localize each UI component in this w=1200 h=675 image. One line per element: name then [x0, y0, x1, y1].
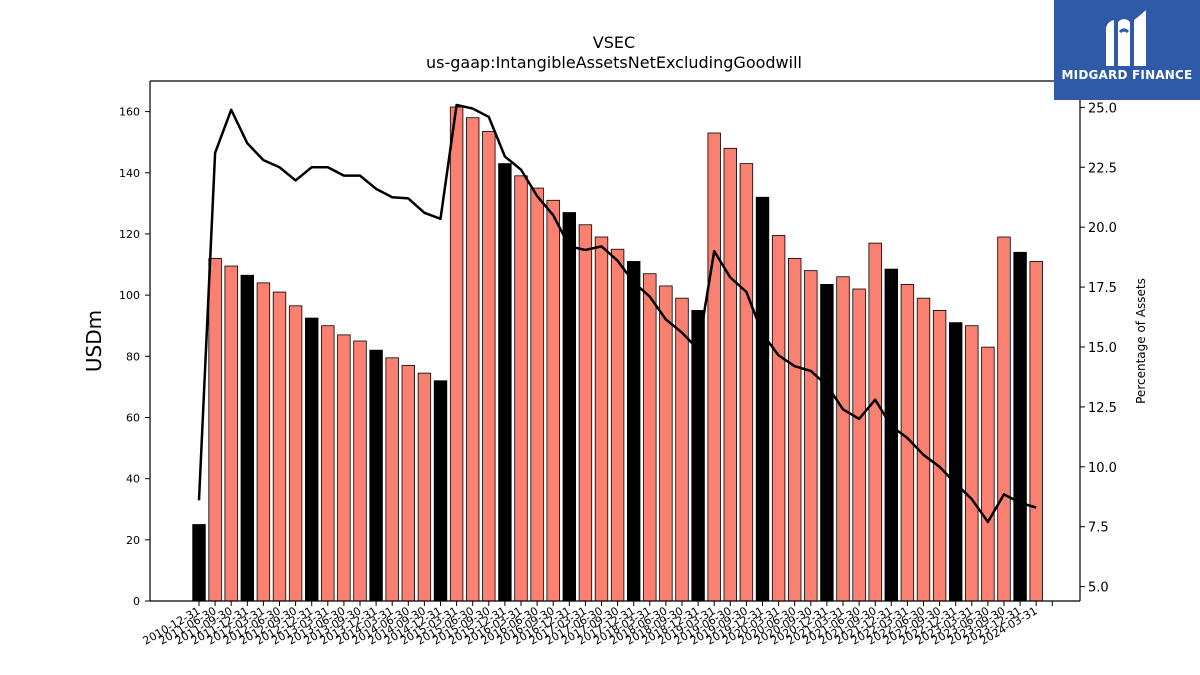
bar-2020-12-31 [836, 276, 850, 602]
y-tick-label: 100 [119, 289, 140, 302]
bar-2021-09-30 [884, 268, 899, 602]
y2-tick-label: 10.0 [1088, 461, 1117, 476]
bar-2011-09-30 [240, 274, 255, 602]
bar-2014-06-30 [417, 372, 432, 602]
y-tick-label: 0 [133, 595, 140, 608]
y2-tick-label: 20.0 [1088, 221, 1117, 236]
y2-tick-label: 5.0 [1088, 581, 1109, 596]
y-tick-label: 160 [119, 106, 140, 119]
bar-2013-09-30 [369, 349, 383, 602]
bar-2018-03-31 [659, 285, 673, 602]
bar-2022-06-30 [932, 310, 947, 602]
bar-2018-12-31 [707, 132, 721, 602]
bar-2014-03-31 [401, 365, 416, 602]
bar-2023-06-30 [997, 236, 1011, 602]
bar-2013-03-31 [337, 334, 351, 602]
bar-2021-03-31 [852, 288, 866, 602]
bar-2017-12-31 [643, 273, 657, 602]
bar-2015-09-30 [498, 163, 512, 602]
bar-2016-03-31 [530, 187, 544, 602]
axes [145, 80, 1085, 606]
bar-2014-09-30 [433, 380, 448, 602]
bar-2011-06-30 [224, 265, 238, 602]
bar-2016-06-30 [546, 199, 560, 602]
y2-tick-label: 25.0 [1088, 101, 1117, 116]
bar-2018-09-30 [691, 310, 705, 602]
bar-2017-09-30 [627, 261, 641, 602]
bar-2012-03-31 [272, 291, 287, 602]
midgard-logo-icon [1106, 10, 1146, 66]
y-tick-label: 20 [126, 534, 140, 547]
bar-2012-09-30 [304, 317, 319, 602]
y2-axis-label: Percentage of Assets [1134, 278, 1148, 404]
y2-tick-label: 7.5 [1088, 521, 1109, 536]
percentage-line [197, 103, 1037, 524]
bar-2016-12-31 [578, 224, 593, 602]
y2-tick-label: 15.0 [1088, 341, 1117, 356]
bar-2011-03-31 [208, 258, 222, 602]
line-group [197, 103, 1037, 524]
bar-2020-03-31 [788, 258, 802, 602]
bar-2011-12-31 [256, 282, 271, 602]
bar-2015-03-31 [465, 117, 480, 602]
bar-2023-03-31 [981, 346, 995, 602]
y-axis-label: USDm [82, 310, 106, 372]
chart-title: VSEC [593, 33, 635, 52]
bar-2015-12-31 [514, 175, 528, 602]
bar-2020-09-30 [820, 284, 834, 602]
y2-tick-label: 22.5 [1088, 161, 1117, 176]
bar-2016-09-30 [562, 212, 577, 602]
chart-subtitle: us-gaap:IntangibleAssetsNetExcludingGood… [426, 53, 802, 72]
bar-2022-09-30 [949, 322, 963, 602]
bar-2017-03-31 [594, 236, 609, 602]
bar-2013-12-31 [385, 357, 399, 602]
y2-tick-label: 17.5 [1088, 281, 1117, 296]
bar-2010-12-31 [192, 524, 206, 602]
y-tick-label: 120 [119, 228, 140, 241]
bar-2020-06-30 [804, 270, 818, 602]
y-tick-label: 40 [126, 473, 140, 486]
bar-2014-12-31 [449, 106, 464, 602]
brand-logo: MIDGARD FINANCE [1054, 0, 1200, 100]
bar-group [192, 106, 1043, 602]
logo-text: MIDGARD FINANCE [1061, 68, 1193, 82]
bar-2012-12-31 [321, 325, 335, 602]
bar-2023-09-30 [1013, 251, 1027, 602]
bar-2018-06-30 [675, 297, 689, 602]
bar-2022-12-31 [965, 325, 979, 602]
bar-2019-09-30 [755, 196, 770, 602]
bar-2019-06-30 [739, 163, 754, 602]
bar-2012-06-30 [288, 305, 303, 602]
bar-2015-06-30 [482, 131, 496, 602]
bar-2021-06-30 [868, 242, 882, 602]
bar-2017-06-30 [610, 248, 625, 602]
y-tick-label: 60 [126, 411, 140, 424]
bar-2019-12-31 [771, 235, 786, 602]
bar-2013-06-30 [353, 340, 367, 602]
y-tick-label: 80 [126, 350, 140, 363]
y-tick-label: 140 [119, 167, 140, 180]
bar-2023-12-31 [1029, 261, 1043, 602]
y2-tick-label: 12.5 [1088, 401, 1117, 416]
tick-labels: 0 20 40 60 80 100 120 140 160 5.0 7.5 10.0 12.5 15.0 1… [119, 101, 1117, 647]
bar-2019-03-31 [723, 147, 738, 602]
